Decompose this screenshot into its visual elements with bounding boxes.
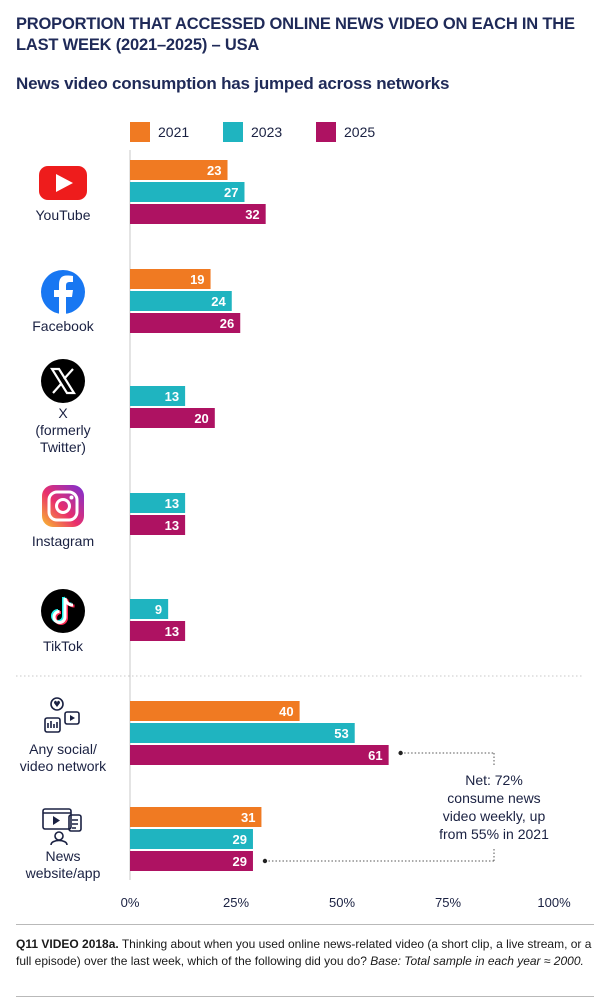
bar-2023-0 xyxy=(130,182,245,202)
bar-2021-1 xyxy=(130,269,211,289)
category-label: YouTube xyxy=(35,207,90,223)
legend-item-2023: 2023 xyxy=(223,122,282,142)
x-icon xyxy=(41,359,85,403)
bar-2025-1 xyxy=(130,313,241,333)
bar-2023-3 xyxy=(130,493,186,513)
bar-2023-1 xyxy=(130,291,232,311)
bar-value-label: 13 xyxy=(165,518,179,533)
footnote-question: Q11 VIDEO 2018a. xyxy=(16,937,119,951)
facebook-icon xyxy=(41,270,85,314)
bar-value-label: 20 xyxy=(194,411,208,426)
footnote-base: Base: Total sample in each year ≈ 2000. xyxy=(370,954,584,968)
bar-value-label: 32 xyxy=(245,207,259,222)
legend-label: 2023 xyxy=(251,124,282,140)
youtube-icon xyxy=(39,166,87,200)
net-annotation: Net: 72% consume news video weekly, up from… xyxy=(439,772,549,842)
bottom-divider xyxy=(16,996,594,997)
chart-subtitle: News video consumption has jumped across… xyxy=(16,74,450,93)
bar-2021-0 xyxy=(130,160,228,180)
news-website-icon xyxy=(42,808,82,846)
legend-label: 2021 xyxy=(158,124,189,140)
bar-2025-4 xyxy=(130,621,186,641)
bar-2025-6 xyxy=(130,851,253,871)
bar-2023-6 xyxy=(130,829,253,849)
chart-title: PROPORTION THAT ACCESSED ONLINE NEWS VID… xyxy=(16,15,575,54)
bar-value-label: 29 xyxy=(232,854,246,869)
category-label: X (formerly Twitter) xyxy=(35,405,90,455)
bar-value-label: 26 xyxy=(220,316,234,331)
category-label: TikTok xyxy=(43,638,84,654)
footnote-text: Thinking about when you used online news… xyxy=(16,937,592,968)
annotation-dot xyxy=(262,858,268,864)
bar-value-label: 23 xyxy=(207,163,221,178)
legend-swatch xyxy=(223,122,243,142)
bar-value-label: 9 xyxy=(155,602,162,617)
bar-2025-5 xyxy=(130,745,389,765)
bar-2023-4 xyxy=(130,599,169,619)
bar-2021-6 xyxy=(130,807,262,827)
category-label: Facebook xyxy=(32,318,94,334)
bar-2025-3 xyxy=(130,515,186,535)
bar-2025-2 xyxy=(130,408,215,428)
bar-2025-0 xyxy=(130,204,266,224)
legend-swatch xyxy=(316,122,336,142)
x-tick-label: 0% xyxy=(121,895,140,910)
legend-item-2021: 2021 xyxy=(130,122,189,142)
legend-item-2025: 2025 xyxy=(316,122,375,142)
bar-value-label: 61 xyxy=(368,748,382,763)
bar-value-label: 27 xyxy=(224,185,238,200)
footnote-divider xyxy=(16,924,594,925)
bar-value-label: 40 xyxy=(279,704,293,719)
bar-value-label: 24 xyxy=(211,294,226,309)
bar-value-label: 13 xyxy=(165,624,179,639)
tiktok-icon xyxy=(41,589,85,633)
social-network-icon xyxy=(44,697,80,733)
x-tick-label: 25% xyxy=(223,895,249,910)
category-label: Any social/video network xyxy=(20,741,107,774)
bar-value-label: 29 xyxy=(232,832,246,847)
instagram-icon xyxy=(42,485,84,527)
legend-swatch xyxy=(130,122,150,142)
category-label: News website/app xyxy=(25,848,101,881)
footnote: Q11 VIDEO 2018a. Thinking about when you… xyxy=(16,936,596,970)
bar-value-label: 31 xyxy=(241,810,255,825)
annotation-dot xyxy=(398,750,403,756)
bar-2023-5 xyxy=(130,723,355,743)
bar-value-label: 13 xyxy=(165,496,179,511)
bar-2023-2 xyxy=(130,386,186,406)
x-tick-label: 50% xyxy=(329,895,355,910)
bar-value-label: 19 xyxy=(190,272,204,287)
x-tick-label: 75% xyxy=(435,895,461,910)
x-tick-label: 100% xyxy=(537,895,571,910)
legend-label: 2025 xyxy=(344,124,375,140)
category-label: Instagram xyxy=(32,533,94,549)
bar-value-label: 13 xyxy=(165,389,179,404)
bar-value-label: 53 xyxy=(334,726,348,741)
bar-2021-5 xyxy=(130,701,300,721)
